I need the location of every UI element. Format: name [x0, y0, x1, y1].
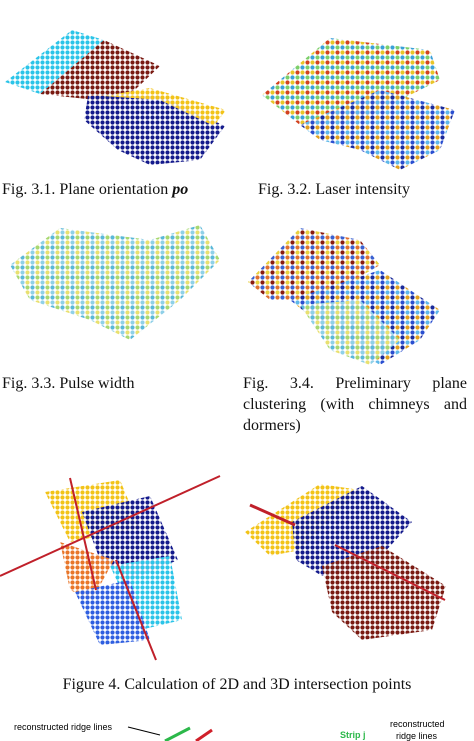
right-label-line: reconstructed [390, 719, 445, 729]
caption: Figure 4. Calculation of 2D and 3D inter… [62, 676, 412, 693]
caption: Fig. 3.1. Plane orientation po [2, 179, 188, 200]
caption-emphasis: po [172, 181, 189, 198]
caption-text: Fig. 3.1. Plane orientation [2, 181, 173, 198]
caption: Fig. 3.4. Preliminary plane clustering (… [243, 375, 467, 434]
bottom-figure: reconstructed ridge lines Strip j recons… [14, 719, 445, 741]
caption: Fig. 3.3. Pulse width [2, 375, 135, 392]
fig34-image [248, 228, 440, 365]
right-label-line: ridge lines [396, 731, 438, 741]
fig33-image [10, 225, 220, 340]
fig31-image [5, 30, 226, 165]
caption: Fig. 3.2. Laser intensity [258, 181, 410, 198]
left-label: reconstructed ridge lines [14, 722, 113, 732]
strip-label: Strip j [340, 730, 366, 740]
figure4-left-image [0, 475, 221, 661]
figure4-right-image [245, 484, 446, 640]
fig32-image [262, 38, 455, 170]
